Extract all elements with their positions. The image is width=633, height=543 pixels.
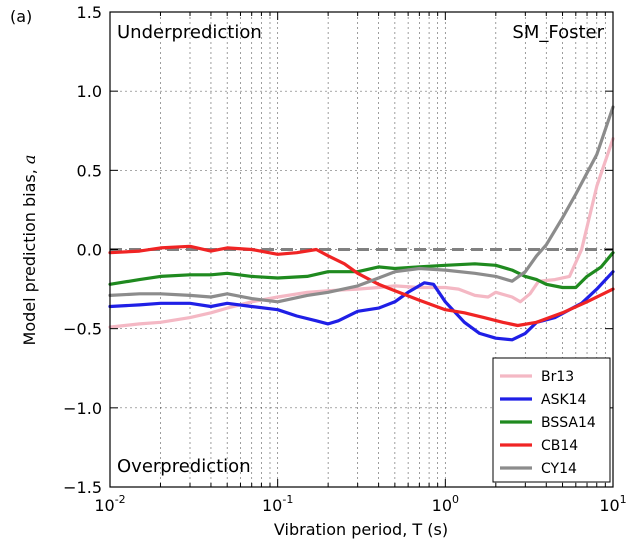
x-tick-base: 10 xyxy=(599,496,619,515)
x-tick-labels: 10-2 10-1 100 101 xyxy=(94,493,626,515)
x-axis-label: Vibration period, T (s) xyxy=(274,520,448,539)
x-tick-base: 10 xyxy=(262,496,282,515)
y-tick-label: 1.5 xyxy=(77,3,102,22)
y-axis-label: Model prediction bias, a xyxy=(20,155,39,346)
legend-label-cy14: CY14 xyxy=(541,461,577,477)
panel-label: (a) xyxy=(10,7,32,26)
x-tick-exponent: -2 xyxy=(115,493,126,506)
series-line-cb14 xyxy=(108,244,615,328)
y-tick-label: −0.5 xyxy=(63,320,102,339)
x-tick-label: 10-1 xyxy=(262,493,293,515)
y-tick-label: 1.0 xyxy=(77,82,102,101)
legend-label-cb14: CB14 xyxy=(541,438,578,454)
series-line-bssa14 xyxy=(108,251,615,290)
annotation-overprediction: Overprediction xyxy=(117,456,251,477)
y-tick-label: −1.0 xyxy=(63,399,102,418)
series-line-br13 xyxy=(108,137,615,329)
x-tick-exponent: 1 xyxy=(620,493,627,506)
chart-title: SM_Foster xyxy=(512,22,604,43)
y-axis-label-symbol: a xyxy=(20,155,39,165)
x-tick-label: 101 xyxy=(599,493,626,515)
y-tick-label: −1.5 xyxy=(63,478,102,497)
series-layer xyxy=(108,105,615,342)
x-tick-exponent: 0 xyxy=(452,493,459,506)
x-tick-label: 100 xyxy=(432,493,459,515)
tick-marks xyxy=(109,11,614,488)
legend-label-br13: Br13 xyxy=(541,369,574,385)
legend-label-bssa14: BSSA14 xyxy=(541,415,596,431)
y-tick-label: 0.0 xyxy=(77,241,102,260)
x-tick-base: 10 xyxy=(432,496,452,515)
annotation-underprediction: Underprediction xyxy=(117,22,262,43)
x-tick-base: 10 xyxy=(94,496,114,515)
y-tick-labels: 1.5 1.0 0.5 0.0 −0.5 −1.0 −1.5 xyxy=(63,3,102,497)
y-axis-label-text: Model prediction bias, xyxy=(20,164,39,345)
x-tick-exponent: -1 xyxy=(282,493,293,506)
legend-box xyxy=(492,357,611,483)
series-line-cy14 xyxy=(108,105,615,304)
x-tick-label: 10-2 xyxy=(94,493,125,515)
legend-label-ask14: ASK14 xyxy=(541,392,587,408)
legend: Br13 ASK14 BSSA14 CB14 CY14 xyxy=(492,357,611,483)
y-tick-label: 0.5 xyxy=(77,161,102,180)
